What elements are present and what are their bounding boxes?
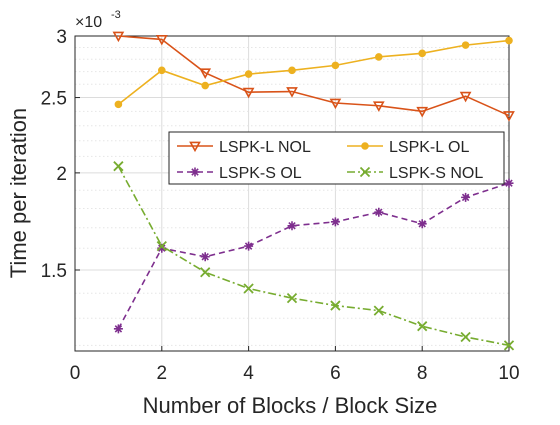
series-lspk-s-ol bbox=[113, 178, 514, 334]
data-point bbox=[330, 300, 341, 311]
legend-marker bbox=[359, 166, 371, 178]
legend-label: LSPK-L NOL bbox=[219, 139, 311, 156]
legend-marker bbox=[361, 142, 369, 150]
data-point bbox=[504, 178, 514, 188]
data-point bbox=[461, 192, 471, 202]
series-lspk-l-nol bbox=[112, 31, 515, 122]
y-multiplier-exponent: -3 bbox=[111, 9, 121, 21]
data-point bbox=[329, 98, 342, 110]
y-multiplier: ×10 -3 bbox=[75, 9, 121, 31]
series-line bbox=[117, 39, 510, 105]
data-point bbox=[113, 161, 124, 172]
data-point bbox=[459, 91, 472, 103]
data-point bbox=[243, 283, 254, 294]
legend-label: LSPK-S NOL bbox=[389, 165, 483, 182]
x-tick-label: 10 bbox=[498, 363, 519, 384]
series-lspk-s-nol bbox=[113, 161, 515, 351]
x-tick-labels: 0 2 4 6 8 10 bbox=[70, 363, 520, 384]
data-point bbox=[286, 293, 298, 304]
axis-ticks bbox=[74, 35, 510, 351]
legend-item: LSPK-S OL bbox=[177, 165, 302, 182]
data-point bbox=[372, 101, 385, 112]
data-point bbox=[418, 49, 427, 58]
y-tick-labels: 1.5 2 2.5 3 bbox=[41, 27, 67, 282]
data-point bbox=[503, 340, 515, 351]
x-tick-label: 2 bbox=[157, 363, 168, 384]
x-axis-label: Number of Blocks / Block Size bbox=[143, 393, 438, 418]
data-point bbox=[374, 207, 384, 217]
data-point bbox=[373, 305, 384, 316]
plot-frame bbox=[74, 35, 510, 352]
data-point bbox=[461, 41, 470, 49]
data-point bbox=[244, 70, 253, 78]
y-tick-label: 2 bbox=[56, 164, 67, 185]
data-point bbox=[416, 106, 429, 118]
data-point bbox=[156, 240, 167, 252]
data-point bbox=[199, 68, 212, 79]
data-point bbox=[460, 331, 471, 343]
data-point bbox=[505, 36, 513, 45]
legend-label: LSPK-S OL bbox=[219, 165, 302, 182]
series-line bbox=[117, 165, 510, 347]
series-line bbox=[118, 35, 510, 117]
data-point bbox=[503, 111, 515, 122]
series-layer bbox=[112, 31, 515, 351]
grid-lines bbox=[74, 35, 510, 351]
data-point bbox=[200, 252, 210, 262]
data-point bbox=[201, 81, 209, 90]
data-point bbox=[242, 87, 255, 99]
legend-item: LSPK-L OL bbox=[347, 139, 469, 156]
data-point bbox=[330, 217, 340, 227]
data-point bbox=[331, 61, 340, 70]
data-point bbox=[113, 324, 123, 334]
legend-item: LSPK-L NOL bbox=[177, 139, 311, 156]
data-point bbox=[114, 100, 123, 109]
legend: LSPK-L NOL LSPK-L OL LSPK-S OL LSPK-S NOL bbox=[168, 131, 505, 185]
legend-marker bbox=[189, 141, 201, 153]
data-point bbox=[200, 267, 211, 278]
legend-box bbox=[168, 131, 505, 185]
data-point bbox=[112, 31, 125, 43]
data-point bbox=[288, 66, 296, 75]
x-tick-label: 6 bbox=[330, 363, 341, 384]
data-point bbox=[417, 321, 428, 332]
x-tick-label: 4 bbox=[243, 363, 254, 384]
legend-label: LSPK-L OL bbox=[389, 139, 469, 156]
y-axis-label: Time per iteration bbox=[6, 108, 31, 278]
y-tick-label: 3 bbox=[56, 27, 67, 48]
y-tick-label: 2.5 bbox=[41, 89, 67, 110]
data-point bbox=[287, 221, 297, 231]
legend-item: LSPK-S NOL bbox=[347, 165, 483, 182]
data-point bbox=[286, 87, 298, 98]
data-point bbox=[157, 243, 167, 253]
data-point bbox=[375, 53, 383, 61]
data-point bbox=[244, 241, 254, 251]
data-point bbox=[417, 219, 427, 229]
x-tick-label: 8 bbox=[417, 363, 428, 384]
legend-marker bbox=[190, 167, 200, 177]
series-lspk-l-ol bbox=[114, 36, 513, 109]
series-line bbox=[117, 182, 510, 330]
data-point bbox=[155, 34, 168, 46]
data-point bbox=[158, 66, 166, 75]
x-tick-label: 0 bbox=[70, 363, 81, 384]
y-tick-label: 1.5 bbox=[41, 261, 67, 282]
y-multiplier-base: ×10 bbox=[75, 14, 102, 31]
